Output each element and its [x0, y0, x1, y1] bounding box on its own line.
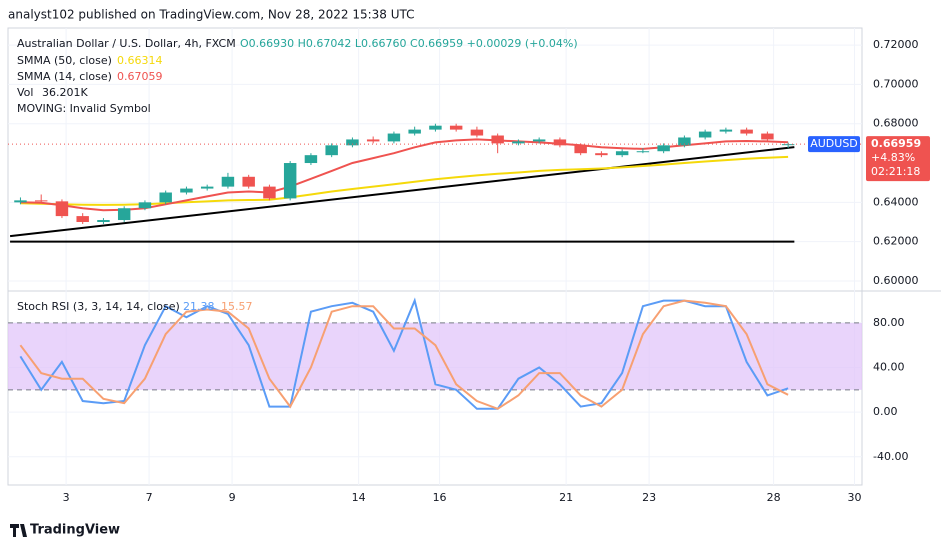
candle-body: [574, 145, 587, 154]
candle-body: [283, 163, 297, 199]
candle-body: [263, 186, 276, 199]
x-tick-label: 28: [767, 491, 781, 504]
candle-body: [719, 129, 733, 132]
header: analyst102 published on TradingView.com,…: [8, 8, 415, 22]
candle-body: [657, 145, 670, 152]
indicator-name: SMMA (14, close): [17, 70, 112, 83]
indicator-value: 0.67059: [117, 70, 163, 83]
x-tick-label: 30: [848, 491, 862, 504]
candle-body: [429, 125, 442, 130]
candle-body: [532, 139, 546, 142]
candle-body: [97, 220, 110, 222]
x-tick-label: 14: [352, 491, 366, 504]
candle-body: [304, 155, 318, 164]
candle-body: [678, 137, 691, 146]
y-tick-label: 0.60000: [873, 274, 919, 287]
candle-body: [14, 200, 27, 203]
y-tick-label: 80.00: [873, 316, 905, 329]
candle-body: [512, 141, 525, 144]
indicator-name: Vol: [17, 86, 33, 99]
footer-logo: TradingView: [10, 523, 120, 538]
candle-body: [615, 151, 629, 156]
candle-body: [740, 129, 753, 134]
candle-body: [761, 133, 774, 140]
change-label: +4.83%: [871, 151, 915, 164]
candle-body: [76, 216, 89, 222]
candle-body: [180, 188, 193, 193]
candle-body: [595, 153, 608, 156]
candle-body: [491, 135, 504, 144]
candle-body: [387, 133, 401, 142]
y-tick-label: 0.72000: [873, 38, 919, 51]
y-tick-label: -40.00: [873, 450, 908, 463]
candle-body: [221, 176, 235, 187]
stoch-title: Stoch RSI (3, 3, 14, 14, close): [17, 300, 180, 313]
y-tick-label: 40.00: [873, 361, 905, 374]
indicator-name: MOVING: Invalid Symbol: [17, 102, 151, 115]
footer: TradingView: [30, 523, 120, 538]
candle-body: [408, 129, 421, 134]
indicator-name: SMMA (50, close): [17, 54, 112, 67]
indicator-value: 0.66314: [117, 54, 163, 67]
stoch-line: [19, 299, 789, 410]
stoch-k-value: 21.38: [183, 300, 215, 313]
chart-frame: [7, 27, 863, 486]
chart-title: Australian Dollar / U.S. Dollar, 4h, FXC…: [17, 37, 236, 50]
ohlc: O0.66930 H0.67042 L0.66760 C0.66959 +0.0…: [240, 37, 578, 50]
x-tick-label: 7: [146, 491, 153, 504]
candle-body: [698, 131, 712, 138]
candle-body: [242, 176, 255, 187]
x-tick-label: 23: [642, 491, 656, 504]
y-tick-label: 0.62000: [873, 235, 919, 248]
candle-body: [55, 201, 69, 217]
candle-body: [200, 186, 214, 189]
x-tick-label: 21: [559, 491, 573, 504]
x-tick-label: 3: [63, 491, 70, 504]
candle-body: [636, 151, 650, 153]
stoch-line: [19, 297, 789, 410]
candle-body: [553, 139, 567, 146]
y-tick-label: 0.68000: [873, 117, 919, 130]
x-tick-label: 9: [229, 491, 236, 504]
candle-body: [346, 139, 359, 146]
countdown-label: 02:21:18: [871, 165, 920, 178]
sma-line: [20, 155, 789, 206]
candle-body: [325, 145, 338, 156]
candle-body: [366, 139, 380, 142]
x-tick-label: 16: [433, 491, 447, 504]
y-tick-label: 0.00: [873, 405, 898, 418]
candle-body: [449, 125, 463, 130]
sma-line: [20, 138, 789, 212]
y-tick-label: 0.64000: [873, 195, 919, 208]
candle-body: [470, 129, 484, 136]
indicator-value: 36.201K: [42, 86, 88, 99]
symbol-tag-label: AUDUSD: [810, 137, 858, 150]
candle-body: [159, 192, 172, 203]
price-tag: [866, 136, 930, 182]
price-tag-label: 0.66959: [871, 137, 921, 150]
candle-body: [138, 202, 152, 209]
stoch-d-value: 15.57: [221, 300, 253, 313]
symbol-tag: [808, 136, 860, 153]
candle-body: [34, 200, 48, 202]
trendline: [9, 146, 795, 238]
candle-body: [117, 208, 131, 221]
y-tick-label: 0.70000: [873, 77, 919, 90]
